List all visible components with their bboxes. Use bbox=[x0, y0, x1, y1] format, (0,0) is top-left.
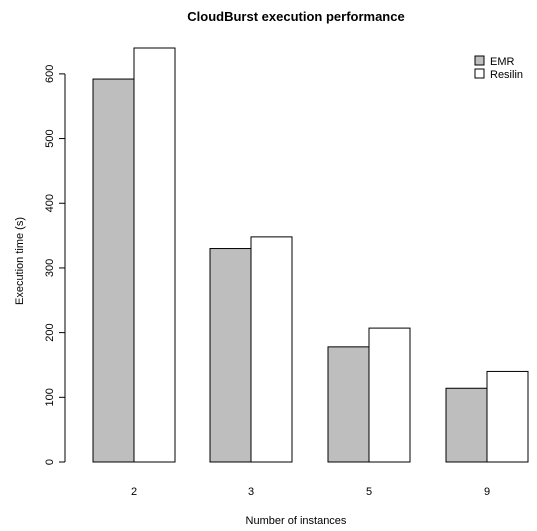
bar-emr-3 bbox=[209, 248, 252, 463]
y-tick-label: 0 bbox=[44, 459, 56, 465]
legend-swatch-emr bbox=[474, 55, 485, 66]
x-axis-labels: 2 3 5 9 bbox=[131, 486, 490, 498]
bar-resilin-5 bbox=[368, 327, 411, 463]
x-tick-label: 3 bbox=[248, 486, 254, 498]
y-tick-label: 500 bbox=[44, 129, 56, 147]
bars-group bbox=[92, 47, 529, 463]
bar-resilin-9 bbox=[486, 370, 529, 463]
y-tick-label: 100 bbox=[44, 388, 56, 406]
bar-emr-9 bbox=[445, 387, 488, 463]
y-axis: 0 100 200 300 400 500 600 bbox=[44, 65, 66, 465]
x-tick-label: 9 bbox=[484, 486, 490, 498]
bar-emr-2 bbox=[92, 78, 135, 463]
y-tick-label: 400 bbox=[44, 194, 56, 212]
x-tick-label: 5 bbox=[366, 486, 372, 498]
bar-resilin-3 bbox=[250, 236, 293, 463]
x-axis-title: Number of instances bbox=[246, 515, 347, 527]
y-axis-title: Execution time (s) bbox=[14, 217, 26, 305]
y-tick-label: 300 bbox=[44, 259, 56, 277]
legend-label-resilin: Resilin bbox=[490, 69, 523, 81]
chart-title: CloudBurst execution performance bbox=[187, 9, 404, 24]
legend-label-emr: EMR bbox=[490, 56, 515, 68]
y-tick-label: 600 bbox=[44, 65, 56, 83]
x-tick-label: 2 bbox=[131, 486, 137, 498]
y-tick-label: 200 bbox=[44, 323, 56, 341]
legend-swatch-resilin bbox=[474, 68, 485, 79]
bar-resilin-2 bbox=[133, 47, 176, 463]
bar-emr-5 bbox=[327, 346, 370, 463]
